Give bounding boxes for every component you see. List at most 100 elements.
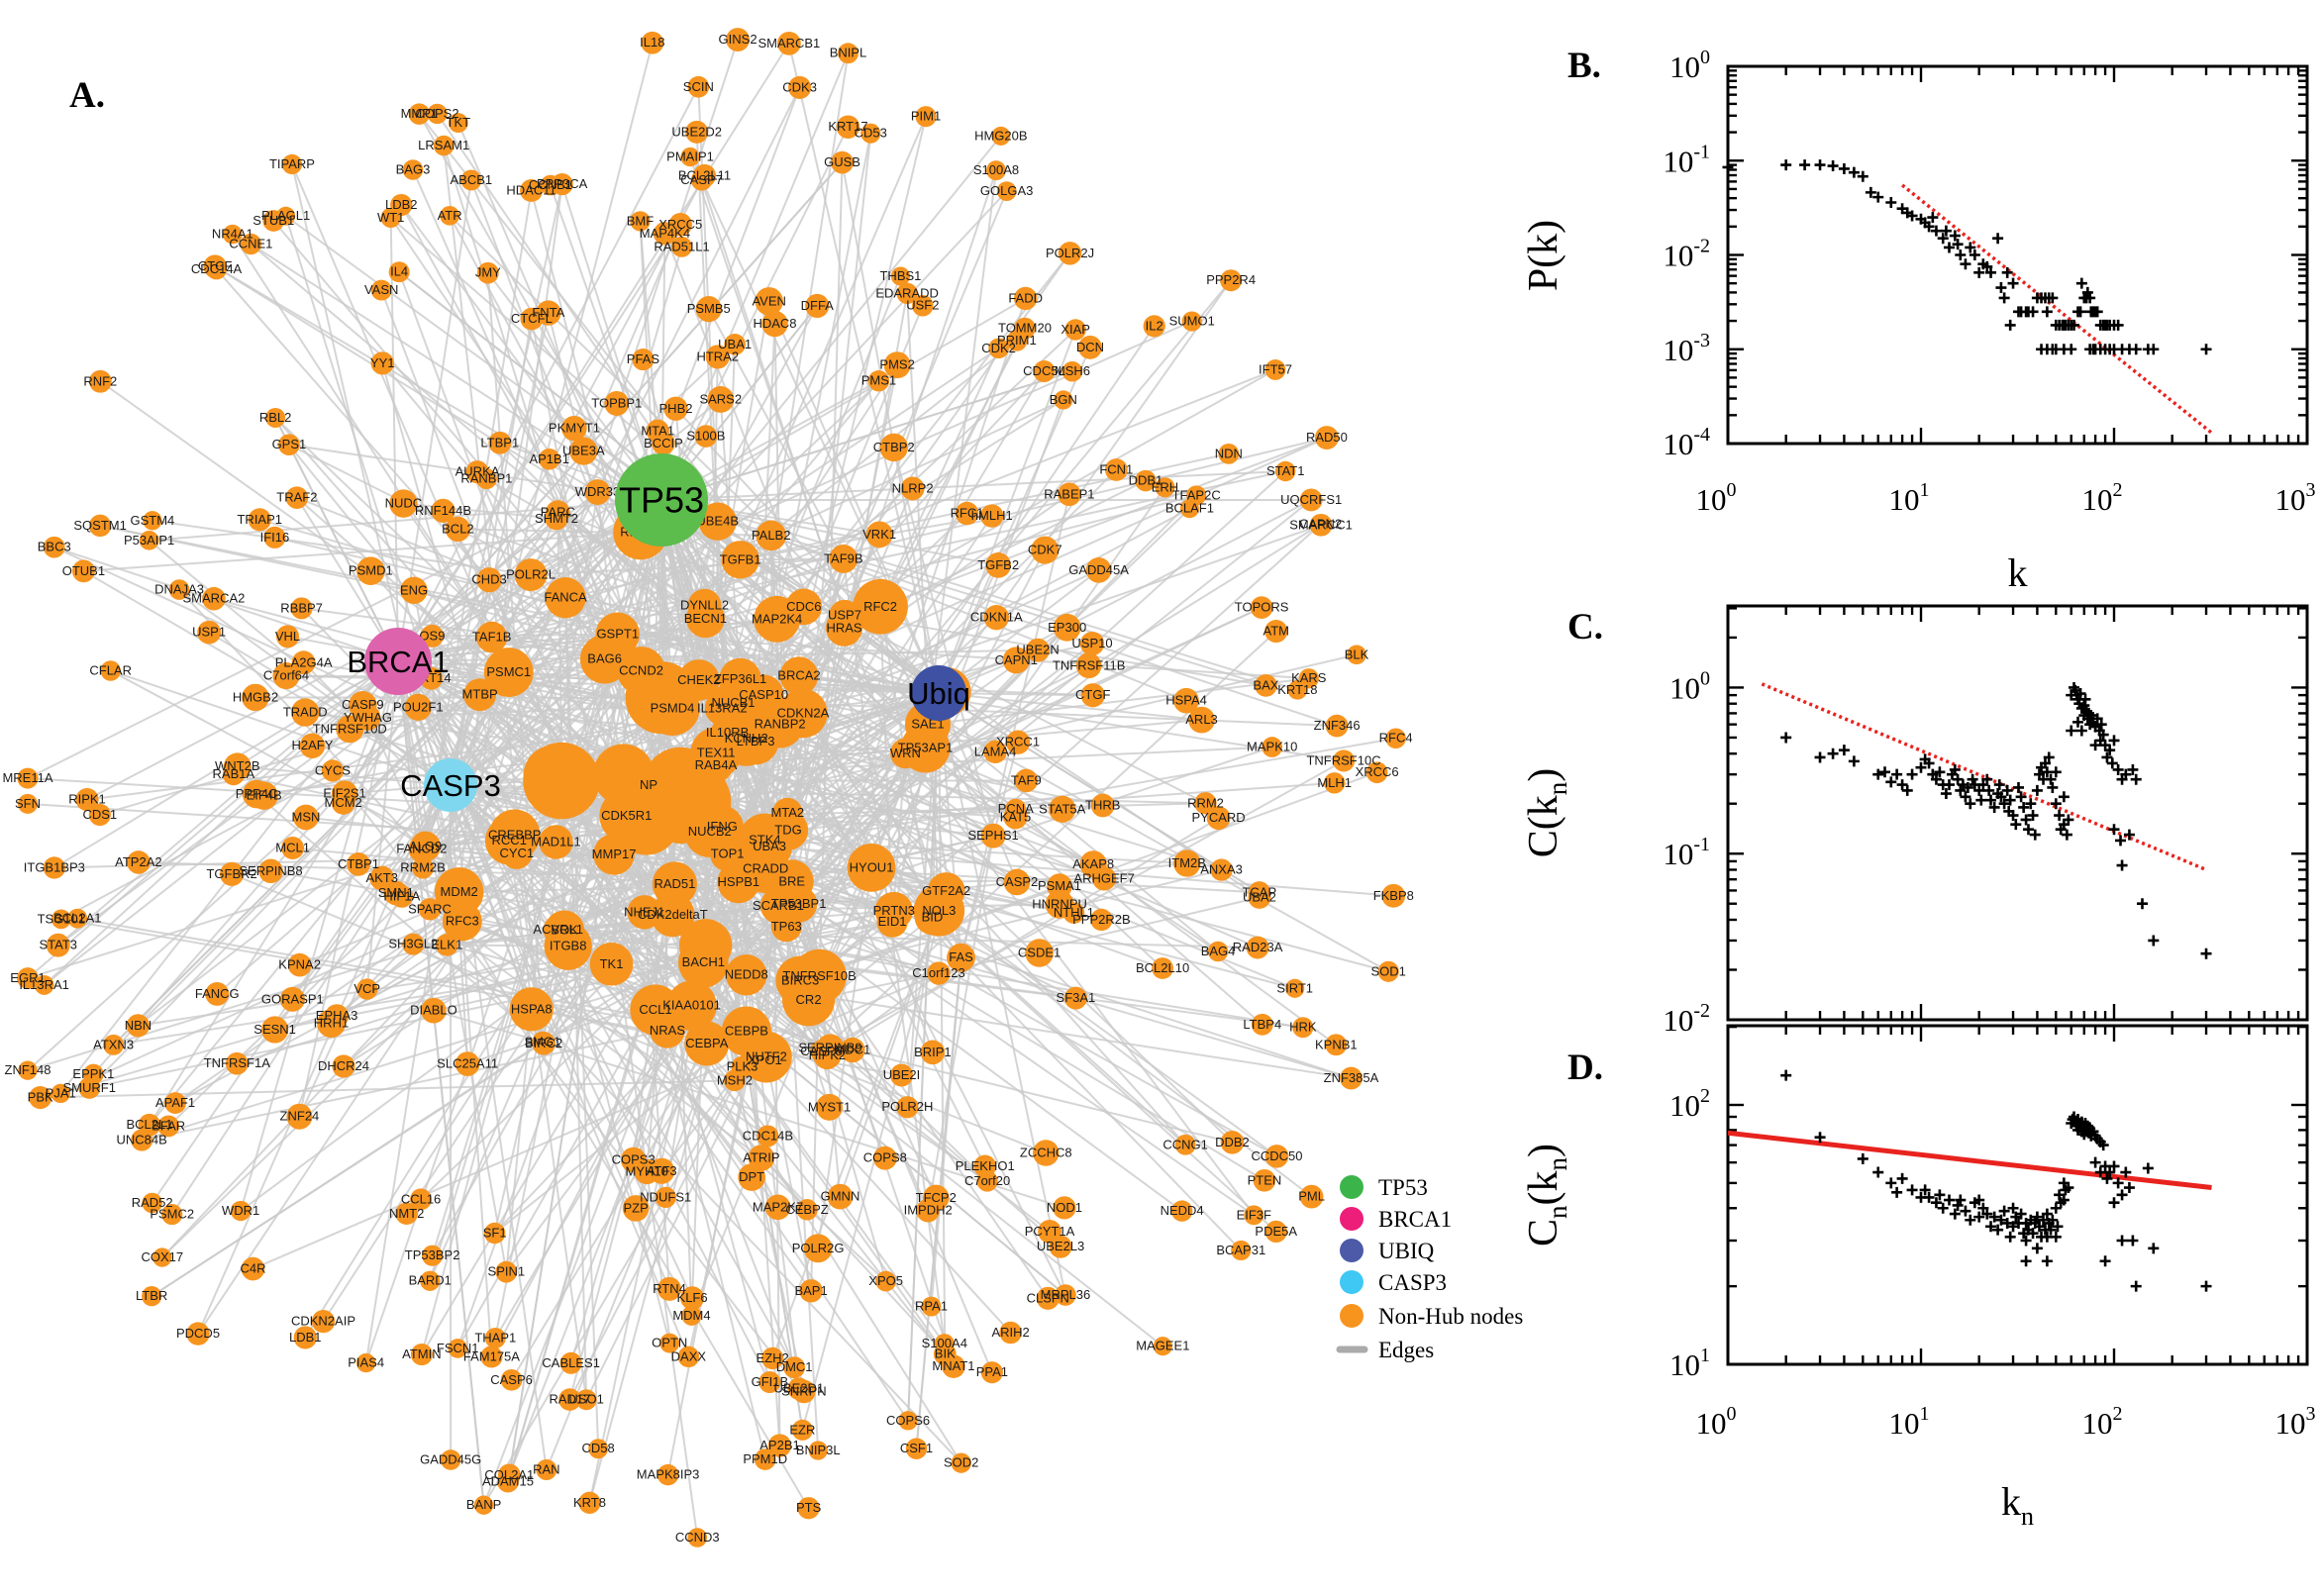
- network-node: [500, 1368, 523, 1391]
- data-point-marker: [2130, 344, 2142, 355]
- network-node-label: TRADD: [283, 705, 328, 720]
- data-point-marker: [2200, 344, 2212, 355]
- network-node: [1181, 311, 1202, 332]
- network-edge: [27, 660, 399, 979]
- data-point-marker: [1879, 766, 1891, 778]
- network-node-label: ELK1: [431, 937, 462, 951]
- data-point-marker: [1896, 779, 1908, 791]
- network-edge: [450, 312, 550, 786]
- network-node: [1058, 482, 1081, 507]
- network-node-label: RPA1: [915, 1299, 948, 1314]
- network-node: [559, 1351, 582, 1374]
- network-node-label: HTRA2: [696, 349, 739, 363]
- network-node: [754, 1448, 776, 1470]
- network-node: [764, 1194, 791, 1221]
- network-node-label: AURKA: [455, 464, 500, 479]
- network-node: [1385, 728, 1406, 748]
- network-edge: [531, 925, 787, 1011]
- network-edge: [762, 694, 1234, 1144]
- network-edge: [450, 784, 812, 1292]
- data-point-marker: [1906, 1184, 1918, 1196]
- data-point-marker: [1943, 242, 1955, 253]
- network-node: [356, 556, 385, 585]
- network-node-label: SERPINB8: [239, 863, 302, 878]
- network-node: [707, 386, 735, 413]
- network-node-label: PPM1D: [743, 1451, 787, 1466]
- data-point-marker: [1962, 781, 1973, 793]
- network-node: [1262, 737, 1283, 757]
- network-node: [810, 1040, 833, 1063]
- network-node-label: BIRC3: [781, 972, 819, 987]
- network-edge: [450, 604, 706, 786]
- network-node-label: XRCC5: [658, 217, 702, 232]
- network-node: [738, 1163, 765, 1191]
- network-node-label: FKBP8: [1373, 888, 1414, 903]
- tick-label: 10-2: [1663, 236, 1710, 273]
- network-edge: [421, 135, 1002, 850]
- network-node-label: BCCIP: [644, 436, 683, 450]
- network-node-label: FADD: [1008, 290, 1043, 305]
- network-node-label: NDUFS1: [640, 1189, 691, 1204]
- network-node: [100, 660, 121, 681]
- network-node-label: VASN: [364, 282, 398, 297]
- network-node: [17, 967, 39, 989]
- network-node-label: BECN1: [684, 611, 727, 626]
- data-point-marker: [1799, 159, 1811, 171]
- network-node: [410, 1344, 433, 1366]
- network-node-label: KCNH2: [725, 731, 768, 746]
- network-node: [71, 559, 95, 583]
- network-node-label: OPTN: [652, 1336, 687, 1350]
- network-node: [422, 1245, 444, 1266]
- network-node-label: TP53BP1: [771, 896, 827, 911]
- network-node: [538, 448, 560, 470]
- network-node-label: PDE5A: [1255, 1224, 1297, 1239]
- data-point-marker: [2029, 829, 2041, 841]
- network-edge: [240, 660, 399, 1212]
- data-point-marker: [1983, 784, 1995, 796]
- network-edge: [704, 692, 940, 947]
- network-node-label: DCN: [1076, 340, 1104, 354]
- data-point-marker: [2001, 266, 2013, 278]
- network-node: [286, 1103, 313, 1130]
- network-edge: [960, 742, 1020, 958]
- network-node-label: SUMO1: [1169, 314, 1215, 329]
- network-node: [797, 1497, 820, 1520]
- network-node: [480, 1346, 503, 1368]
- network-node-label: XRCC1: [996, 735, 1040, 749]
- network-node-label: KPNA2: [278, 957, 321, 972]
- network-node: [905, 1438, 928, 1459]
- network-node-label: RFC1: [951, 506, 984, 521]
- network-node-label: SMARCA2: [183, 591, 246, 606]
- data-point-marker: [2108, 1197, 2120, 1209]
- network-node-label: SCARB1: [753, 898, 804, 913]
- network-node-label: ATP2A2: [115, 854, 161, 869]
- data-point-marker: [1955, 784, 1967, 796]
- network-node: [1264, 1145, 1289, 1168]
- network-node-label: ZNF346: [1314, 718, 1361, 733]
- network-node: [258, 858, 283, 884]
- network-node-label: RAD52: [132, 1195, 173, 1210]
- network-node-label: EIF2S1: [323, 786, 365, 801]
- network-node: [1299, 1184, 1324, 1209]
- data-point-marker: [1923, 757, 1935, 769]
- network-node-label: MSH2: [717, 1072, 753, 1087]
- data-point-marker: [1955, 249, 1967, 260]
- network-node-label: DPT: [739, 1169, 764, 1184]
- network-node: [787, 1377, 811, 1401]
- network-node: [75, 788, 99, 812]
- network-node-label: IMPDH2: [904, 1203, 953, 1218]
- network-node-label: RFC2: [863, 599, 897, 614]
- network-node-label: S100B: [686, 429, 725, 444]
- network-edge: [231, 872, 736, 1082]
- network-node: [671, 236, 692, 257]
- network-node: [389, 489, 418, 518]
- legend-item-label: CASP3: [1378, 1270, 1447, 1295]
- network-node: [757, 1125, 779, 1147]
- fit-line: [1761, 682, 2207, 872]
- network-node-label: PBK: [28, 1090, 53, 1105]
- network-node-label: DNAJA3: [154, 582, 204, 597]
- network-node: [263, 526, 286, 549]
- network-node-label: UBE2D1: [774, 1381, 825, 1396]
- network-node-label: AVEN: [752, 293, 785, 308]
- network-edge: [927, 677, 1309, 726]
